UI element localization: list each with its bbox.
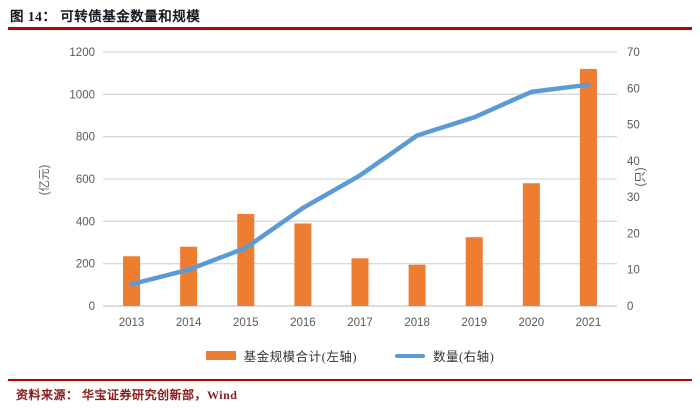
bar-2015 <box>237 213 255 306</box>
x-axis-label: 2021 <box>576 317 602 329</box>
left-axis-tick: 800 <box>76 132 95 144</box>
figure-title: 图 14： 可转债基金数量和规模 <box>10 9 201 24</box>
right-axis-tick: 10 <box>627 265 640 277</box>
source-note: 资料来源： 华宝证券研究创新部，Wind <box>16 388 238 402</box>
bar-2013 <box>123 256 141 306</box>
left-axis-tick: 400 <box>76 216 95 228</box>
right-axis-tick: 70 <box>627 47 640 59</box>
right-axis-tick: 20 <box>627 228 640 240</box>
left-axis-tick: 200 <box>76 259 95 271</box>
right-axis-tick: 0 <box>627 301 633 313</box>
legend-item-scale: 基金规模合计(左轴) <box>205 346 357 365</box>
bar-2014 <box>180 246 198 306</box>
quantity-line <box>129 82 591 287</box>
chart-legend: 基金规模合计(左轴) 数量(右轴) <box>0 346 700 365</box>
left-axis-tick: 600 <box>76 174 95 186</box>
left-axis-tick: 1200 <box>69 47 95 59</box>
bar-2016 <box>294 223 312 306</box>
x-axis-label: 2014 <box>176 317 202 329</box>
bar-2018 <box>408 264 426 306</box>
legend-label-scale: 基金规模合计(左轴) <box>243 350 357 364</box>
line-series-swatch <box>395 353 425 358</box>
legend-item-count: 数量(右轴) <box>395 346 494 365</box>
x-axis-label: 2017 <box>347 317 373 329</box>
combo-chart: 0 200 400 600 800 1000 1200 0 10 20 30 40 50 60 70 (亿元)… <box>38 47 647 329</box>
bar-2021 <box>579 68 597 306</box>
right-axis-tick: 50 <box>627 120 640 132</box>
x-axis-label: 2015 <box>233 317 259 329</box>
bar-series-swatch <box>205 351 236 360</box>
right-axis-title: (只) <box>635 167 647 186</box>
x-axis-label: 2018 <box>404 317 430 329</box>
right-axis-tick: 60 <box>627 83 640 95</box>
bar-2020 <box>522 183 540 306</box>
x-axis-label: 2013 <box>119 317 145 329</box>
x-axis-label: 2020 <box>519 317 545 329</box>
bar-2017 <box>351 258 369 306</box>
left-axis-title: (亿元) <box>38 165 51 196</box>
right-axis-tick: 40 <box>627 156 640 168</box>
bar-2019 <box>465 237 483 306</box>
x-axis-label: 2019 <box>461 317 487 329</box>
right-axis-tick: 30 <box>627 192 640 204</box>
bottom-red-rule <box>8 379 692 381</box>
left-axis-tick: 0 <box>89 301 95 313</box>
left-axis-tick: 1000 <box>69 89 95 101</box>
x-axis-label: 2016 <box>290 317 316 329</box>
top-red-rule <box>8 27 692 30</box>
legend-label-count: 数量(右轴) <box>433 350 495 364</box>
